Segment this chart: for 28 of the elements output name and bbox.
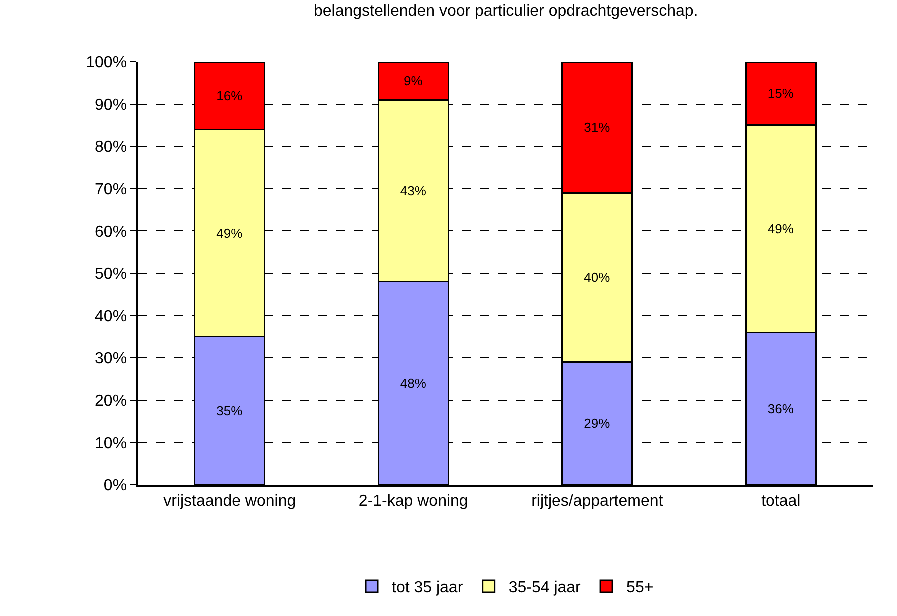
y-tick-label: 90%	[95, 96, 128, 114]
data-label: 31%	[584, 120, 611, 136]
data-label: 29%	[584, 416, 611, 432]
y-tick-label: 0%	[104, 478, 128, 495]
x-tick-label: totaal	[762, 492, 801, 510]
y-tick-label: 60%	[95, 224, 128, 241]
data-label: 16%	[216, 88, 244, 104]
data-label: 43%	[400, 184, 427, 199]
y-tick-label: 30%	[95, 350, 128, 368]
text: belangstellenden voor particulier opdrachtgeverschap.	[314, 3, 698, 20]
data-label: 40%	[584, 270, 611, 286]
y-tick-label: 100%	[86, 54, 128, 72]
x-tick-label: 2-1-kap woning	[358, 492, 468, 510]
y-tick-label: 50%	[95, 266, 128, 284]
data-label: 15%	[768, 86, 794, 102]
data-label: 9%	[404, 74, 424, 89]
y-tick-label: 10%	[95, 435, 128, 452]
y-tick-label: 40%	[95, 308, 128, 326]
data-label: 36%	[768, 401, 794, 416]
data-label: 48%	[400, 376, 427, 391]
data-label: 49%	[216, 226, 244, 241]
y-tick-label: 20%	[95, 393, 128, 410]
data-label: 35%	[216, 403, 244, 418]
y-tick-label: 70%	[95, 182, 128, 198]
y-tick-label: 80%	[95, 139, 128, 156]
x-tick-label: vrijstaande woning	[164, 492, 296, 510]
x-tick-label: rijtjes/appartement	[532, 492, 664, 510]
data-label: 49%	[768, 222, 794, 237]
